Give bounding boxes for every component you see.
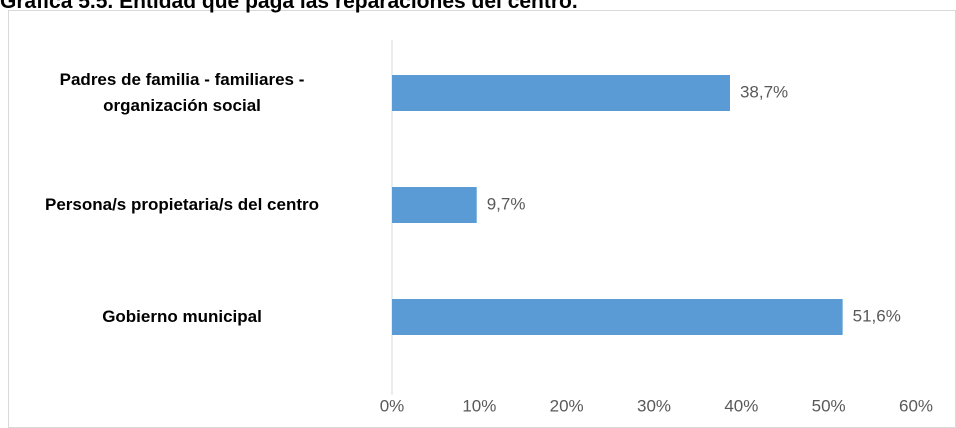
chart-title: Gráfica 5.5. Entidad que paga las repara… [0,0,578,13]
x-tick-label: 10% [462,396,496,415]
data-label: 51,6% [853,306,901,325]
x-tick-label: 20% [550,396,584,415]
bar [392,187,477,223]
x-tick-label: 50% [812,396,846,415]
data-label: 9,7% [487,194,526,213]
y-tick-label: Persona/s propietaria/s del centro [45,195,319,214]
x-tick-label: 60% [899,396,933,415]
data-label: 38,7% [740,82,788,101]
x-tick-label: 40% [724,396,758,415]
y-tick-label: Padres de familia - familiares - organiz… [59,70,305,115]
bar [392,75,730,111]
x-tick-label: 0% [380,396,405,415]
bar [392,299,843,335]
y-tick-label: Gobierno municipal [102,307,262,326]
x-tick-label: 30% [637,396,671,415]
